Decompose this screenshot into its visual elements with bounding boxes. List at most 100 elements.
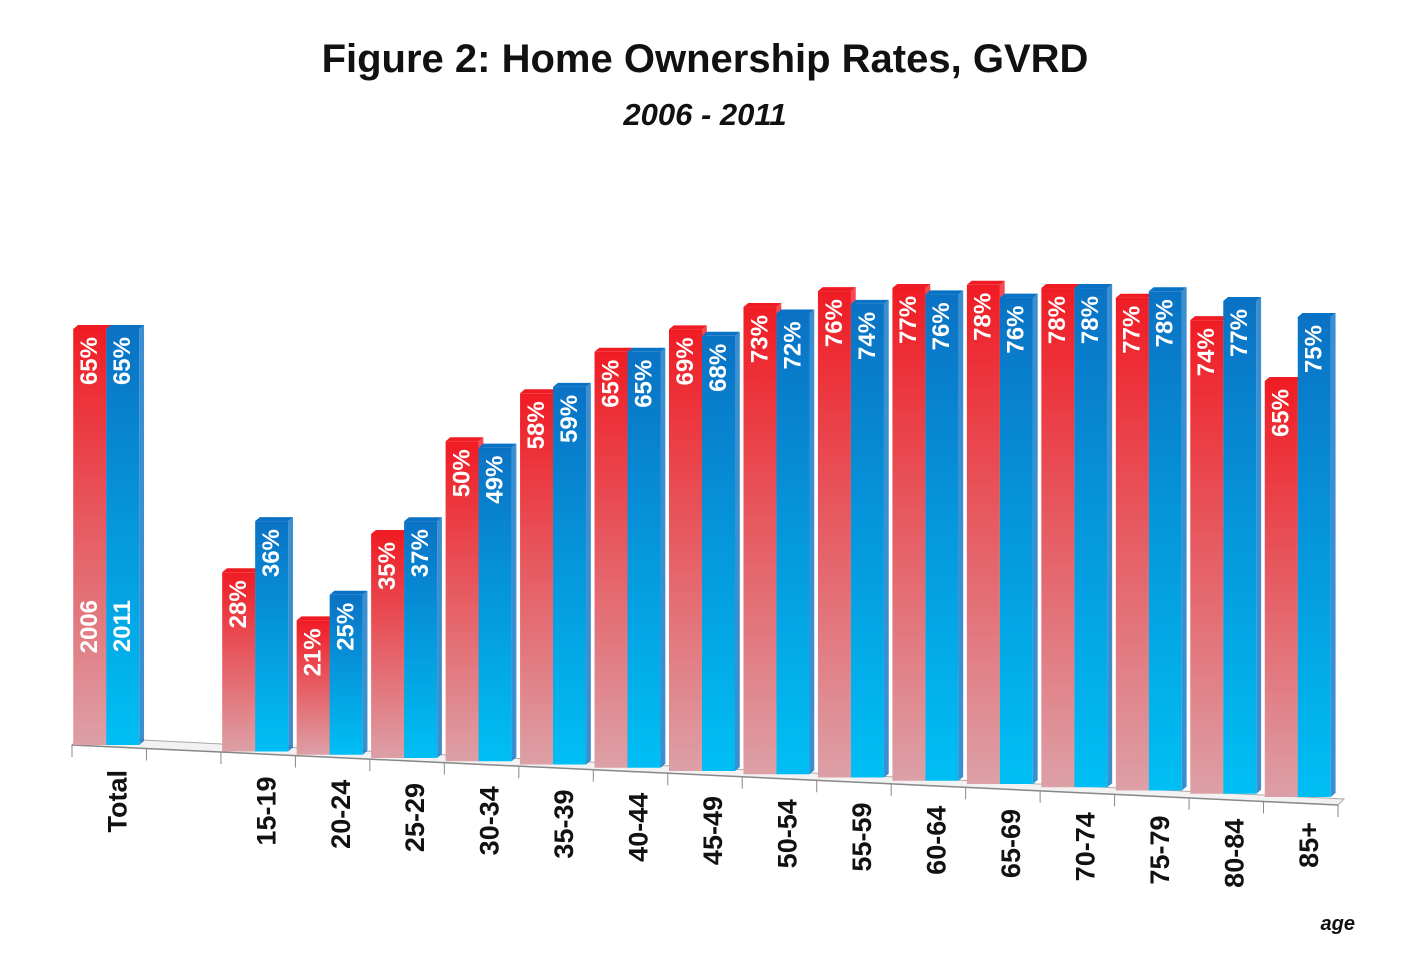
bar [1297,317,1331,797]
value-label: 77% [895,296,922,344]
bar-top [404,517,442,522]
x-tick-label: 70-74 [1070,812,1100,881]
x-tick-label: 85+ [1294,822,1324,868]
bar-side [437,517,442,758]
bar-top [371,530,409,534]
value-label: 76% [821,299,848,347]
bar-side [362,590,368,755]
bar-top [1115,293,1154,298]
bar-top [627,347,666,352]
x-tick-label: 55-59 [847,803,877,872]
bar-top [850,299,889,304]
bar-top [702,331,740,336]
x-tick-label: 15-19 [251,777,281,846]
value-label: 65% [630,360,657,408]
value-label: 36% [258,529,285,577]
x-tick-label: Total [102,770,132,833]
value-label: 65% [109,337,136,385]
value-label: 78% [970,293,997,341]
bar-top [329,590,368,595]
value-label: 68% [705,344,732,392]
bar [106,329,140,745]
chart-title: Figure 2: Home Ownership Rates, GVRD [322,37,1089,81]
bar [776,313,810,775]
value-label: 73% [746,315,773,363]
bar-top [1148,287,1187,292]
bar-top [1041,284,1080,289]
value-label: 35% [374,542,401,590]
bar-side [288,517,293,752]
legend-label: 2006 [76,600,103,653]
bar-top [743,303,782,308]
bar-top [106,325,145,329]
bar-top [966,280,1005,285]
bar [520,393,554,765]
bar-top [892,283,931,288]
bar [404,521,438,758]
value-label: 58% [523,401,550,449]
bar-side [809,309,815,775]
bar-side [511,443,517,762]
value-label: 65% [597,360,624,408]
bar [999,297,1033,784]
value-label: 50% [448,449,475,497]
bar [445,441,479,762]
bar-top [222,568,260,573]
value-label: 37% [407,529,434,577]
bar [1190,320,1224,794]
x-tick-label: 65-69 [996,809,1026,878]
value-label: 74% [1193,328,1220,376]
bar [817,291,851,778]
bar [1115,297,1149,791]
value-label: 78% [1152,299,1179,347]
bar-side [883,299,889,778]
bar [627,351,661,768]
bar-top [445,437,484,442]
x-tick-label: 60-64 [922,806,952,875]
value-label: 77% [1226,309,1253,357]
bar [702,335,735,771]
bar-side [586,382,591,765]
x-tick-label: 30-34 [475,786,505,855]
bar-top [776,309,815,314]
value-label: 59% [556,395,583,443]
bar-top [669,325,707,330]
bar [553,386,587,765]
value-label: 28% [225,580,252,628]
x-tick-label: 80-84 [1219,819,1249,888]
bar-top [594,347,633,352]
bar-side [958,290,964,781]
x-tick-label: 50-54 [773,799,803,868]
value-label: 76% [928,302,955,350]
value-label: 21% [299,628,326,676]
bar-side [139,325,145,745]
bar-top [999,293,1038,298]
bar-side [1181,287,1187,791]
bar-top [1297,313,1336,317]
bar-top [1074,284,1113,289]
bar [1041,288,1075,788]
bar-top [1190,316,1229,321]
value-label: 75% [1301,325,1328,373]
value-label: 78% [1077,296,1104,344]
bar [1074,288,1108,788]
x-axis-line [71,744,1339,806]
bar [850,303,884,778]
value-label: 65% [76,337,103,385]
value-label: 78% [1044,296,1071,344]
bar [669,329,702,771]
bar-top [925,290,964,295]
value-label: 74% [854,312,881,360]
x-tick-label: 20-24 [326,780,356,849]
bar [222,572,256,752]
bar-top [1223,296,1262,301]
bar [371,534,405,758]
bar [296,620,330,755]
bar [1264,381,1298,797]
value-label: 76% [1003,306,1030,354]
bar [1148,291,1182,791]
bar [478,447,512,762]
chart-subtitle: 2006 - 2011 [622,97,786,132]
bar [925,294,959,781]
